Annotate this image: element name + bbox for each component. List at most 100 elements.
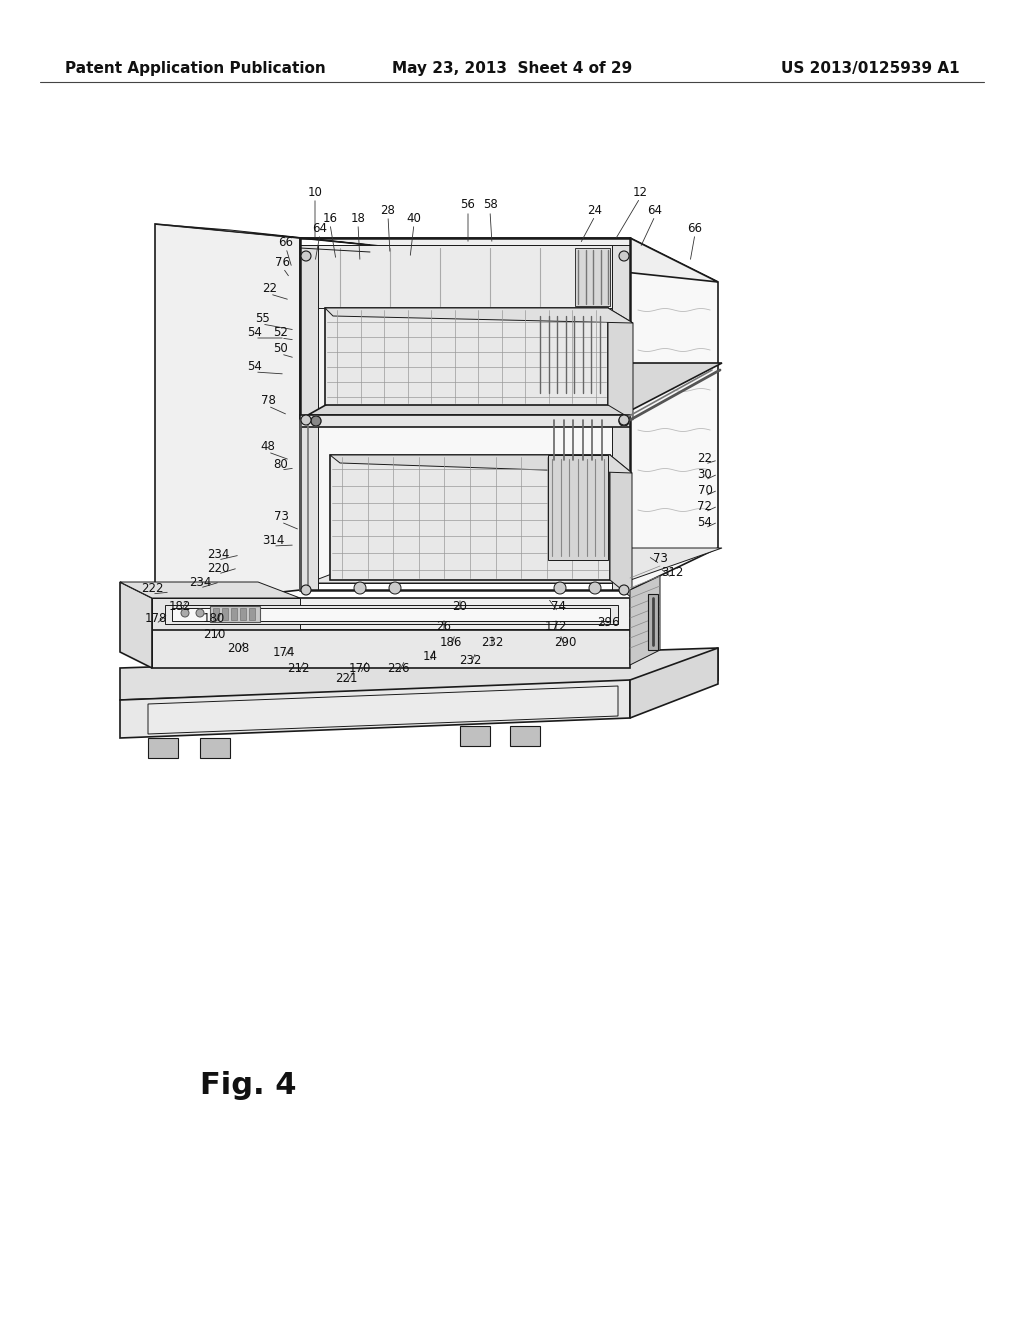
Polygon shape [630,648,718,718]
Text: 296: 296 [597,615,620,628]
Polygon shape [300,238,718,282]
Polygon shape [300,246,318,590]
Text: 221: 221 [335,672,357,685]
Text: 54: 54 [697,516,713,528]
Text: Patent Application Publication: Patent Application Publication [65,61,326,75]
Polygon shape [172,609,610,620]
Polygon shape [165,605,618,624]
Text: 73: 73 [273,510,289,523]
Text: 182: 182 [169,599,191,612]
Polygon shape [318,246,612,308]
Circle shape [589,582,601,594]
Text: 314: 314 [262,533,285,546]
Text: 290: 290 [554,635,577,648]
Text: 55: 55 [255,312,269,325]
Text: 234: 234 [188,576,211,589]
Polygon shape [152,630,630,668]
Polygon shape [610,455,632,598]
Text: 74: 74 [551,599,565,612]
Text: 220: 220 [207,561,229,574]
Text: 70: 70 [697,483,713,496]
Polygon shape [330,455,610,579]
Text: 24: 24 [588,203,602,216]
Polygon shape [608,308,633,420]
Polygon shape [200,738,230,758]
Polygon shape [148,686,618,734]
Text: 52: 52 [273,326,289,338]
Text: 66: 66 [687,222,702,235]
Polygon shape [240,609,246,620]
Text: 54: 54 [248,359,262,372]
Text: 210: 210 [203,627,225,640]
Text: US 2013/0125939 A1: US 2013/0125939 A1 [781,61,961,75]
Polygon shape [120,582,300,598]
Polygon shape [460,726,490,746]
Polygon shape [210,606,260,622]
Circle shape [618,585,629,595]
Polygon shape [548,455,608,560]
Text: 232: 232 [481,635,503,648]
Polygon shape [308,363,722,414]
Circle shape [311,416,321,426]
Text: 222: 222 [140,582,163,594]
Text: 56: 56 [461,198,475,211]
Polygon shape [325,308,633,323]
Text: 10: 10 [307,186,323,198]
Polygon shape [325,308,608,405]
Polygon shape [308,246,622,583]
Polygon shape [575,248,610,306]
Text: 40: 40 [407,211,422,224]
Polygon shape [155,224,370,246]
Text: 14: 14 [423,649,437,663]
Text: 234: 234 [207,548,229,561]
Polygon shape [510,726,540,746]
Text: 76: 76 [275,256,291,268]
Text: 73: 73 [652,552,668,565]
Polygon shape [308,548,722,583]
Text: 78: 78 [260,393,275,407]
Text: 54: 54 [248,326,262,338]
Text: 30: 30 [697,467,713,480]
Circle shape [618,416,629,426]
Text: 208: 208 [227,642,249,655]
Polygon shape [152,598,300,630]
Polygon shape [148,738,178,758]
Text: 28: 28 [381,203,395,216]
Polygon shape [155,224,300,606]
Polygon shape [213,609,219,620]
Text: 12: 12 [633,186,647,198]
Text: 18: 18 [350,211,366,224]
Text: 180: 180 [203,611,225,624]
Text: 72: 72 [697,499,713,512]
Text: 22: 22 [697,451,713,465]
Polygon shape [249,609,255,620]
Text: 50: 50 [273,342,289,355]
Text: 58: 58 [482,198,498,211]
Text: 64: 64 [312,222,328,235]
Text: 232: 232 [459,653,481,667]
Text: 80: 80 [273,458,289,470]
Polygon shape [300,414,630,426]
Text: 66: 66 [279,235,294,248]
Text: 178: 178 [144,611,167,624]
Circle shape [618,251,629,261]
Circle shape [389,582,401,594]
Circle shape [354,582,366,594]
Polygon shape [612,246,630,590]
Text: 16: 16 [323,211,338,224]
Polygon shape [120,648,718,700]
Circle shape [181,609,189,616]
Polygon shape [222,609,228,620]
Text: 48: 48 [260,440,275,453]
Polygon shape [648,594,658,649]
Circle shape [554,582,566,594]
Polygon shape [120,680,630,738]
Polygon shape [330,455,632,473]
Text: 22: 22 [262,281,278,294]
Circle shape [196,609,204,616]
Text: 226: 226 [387,661,410,675]
Polygon shape [231,609,237,620]
Circle shape [618,414,629,425]
Polygon shape [630,576,660,665]
Text: May 23, 2013  Sheet 4 of 29: May 23, 2013 Sheet 4 of 29 [392,61,632,75]
